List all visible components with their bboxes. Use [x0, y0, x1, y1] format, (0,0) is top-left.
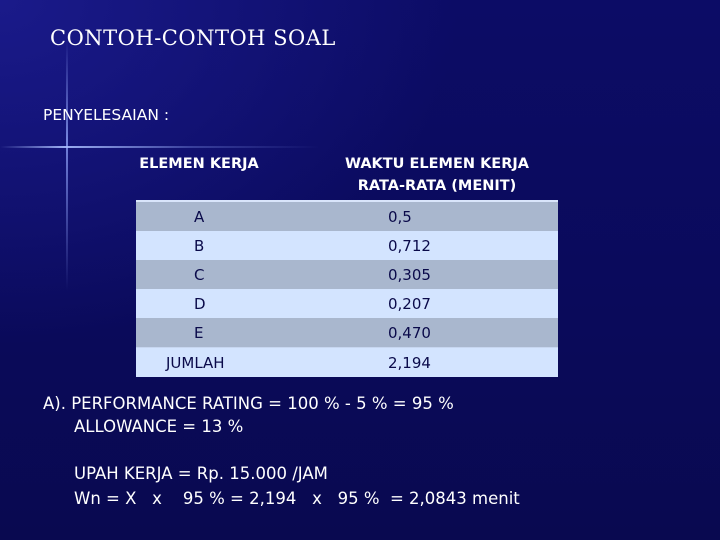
cell-time: 0,5: [388, 207, 412, 226]
cell-time: 0,305: [388, 265, 431, 284]
table-row: D 0,207: [136, 289, 558, 318]
cell-total-value: 2,194: [388, 353, 431, 372]
cell-element: C: [194, 265, 205, 284]
header-time-line1: WAKTU ELEMEN KERJA: [344, 156, 529, 172]
allowance-text: ALLOWANCE = 13 %: [74, 417, 244, 436]
table-row: E 0,470: [136, 318, 558, 347]
cell-time: 0,207: [388, 294, 431, 313]
wage-text: UPAH KERJA = Rp. 15.000 /JAM: [74, 464, 328, 483]
time-table: A 0,5 B 0,712 C 0,305 D 0,207 E 0,470 JU…: [136, 200, 558, 377]
table-header-element: ELEMEN KERJA: [118, 153, 280, 175]
header-element-label: ELEMEN KERJA: [139, 156, 259, 172]
cell-time: 0,470: [388, 323, 431, 342]
table-total-row: JUMLAH 2,194: [136, 347, 558, 377]
table-row: A 0,5: [136, 202, 558, 231]
cell-element: D: [194, 294, 206, 313]
light-flare-horizontal: [0, 146, 320, 148]
slide-title: CONTOH-CONTOH SOAL: [50, 26, 336, 50]
slide-subtitle: PENYELESAIAN :: [43, 106, 170, 124]
header-time-line2: RATA-RATA (MENIT): [357, 178, 517, 194]
cell-time: 0,712: [388, 236, 431, 255]
table-row: B 0,712: [136, 231, 558, 260]
table-row: C 0,305: [136, 260, 558, 289]
cell-total-label: JUMLAH: [166, 353, 225, 372]
cell-element: B: [194, 236, 205, 255]
normal-time-text: Wn = X x 95 % = 2,194 x 95 % = 2,0843 me…: [74, 489, 520, 508]
light-flare-vertical: [66, 40, 68, 290]
cell-element: A: [194, 207, 205, 226]
cell-element: E: [194, 323, 204, 342]
table-top-rule: [136, 200, 558, 202]
table-header-time: WAKTU ELEMEN KERJA RATA-RATA (MENIT): [318, 153, 556, 197]
performance-rating-text: A). PERFORMANCE RATING = 100 % - 5 % = 9…: [43, 394, 454, 413]
